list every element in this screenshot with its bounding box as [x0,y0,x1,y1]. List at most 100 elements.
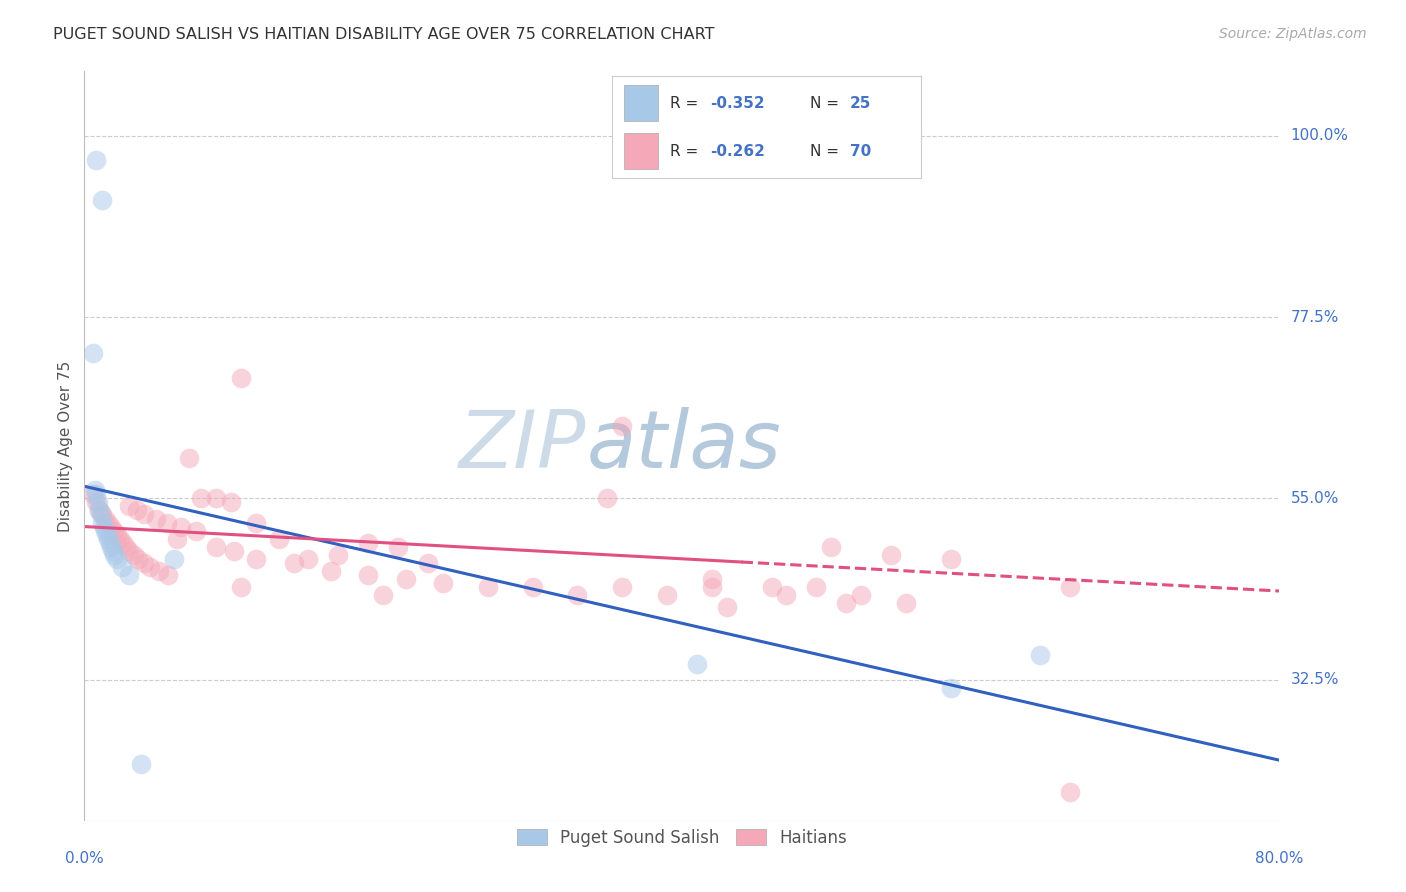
Point [761,580,783,594]
Point [373,588,395,602]
Point [283,556,305,570]
Text: PUGET SOUND SALISH VS HAITIAN DISABILITY AGE OVER 75 CORRELATION CHART: PUGET SOUND SALISH VS HAITIAN DISABILITY… [53,27,714,42]
Point [205,491,228,506]
Text: 100.0%: 100.0% [1291,128,1348,144]
Point [166,532,188,546]
Bar [624,133,658,169]
Point [82,487,104,501]
Point [118,543,141,558]
Point [716,600,738,615]
Point [91,194,114,208]
Text: N =: N = [810,144,844,159]
Text: Source: ZipAtlas.com: Source: ZipAtlas.com [1219,27,1367,41]
Point [686,657,709,671]
Point [118,568,141,582]
Point [86,487,108,501]
Point [157,568,180,582]
Point [90,508,112,522]
Point [328,548,350,562]
Point [145,511,167,525]
Text: R =: R = [671,144,703,159]
Point [82,346,104,360]
Point [111,559,134,574]
Point [190,491,212,506]
Point [319,564,342,578]
Point [112,535,135,549]
Point [297,551,319,566]
Point [98,535,121,549]
Point [567,588,589,602]
Point [416,556,439,570]
Point [245,516,267,530]
Point [127,551,149,566]
Point [655,588,678,602]
Point [357,535,380,549]
Point [103,524,125,538]
Point [87,495,110,509]
Point [267,532,290,546]
Point [835,596,858,610]
Point [231,580,253,594]
Text: 55.0%: 55.0% [1291,491,1339,506]
Text: N =: N = [810,95,844,111]
Point [163,551,186,566]
Point [132,508,156,522]
Point [132,556,156,570]
Point [105,551,128,566]
Point [122,548,145,562]
Text: R =: R = [671,95,703,111]
Point [596,491,619,506]
Point [86,495,108,509]
Point [100,540,122,554]
Point [148,564,170,578]
Point [125,503,148,517]
Point [477,580,499,594]
Point [94,511,117,525]
Point [612,418,634,433]
Point [177,451,200,466]
Point [219,495,242,509]
Point [894,596,917,610]
Text: 0.0%: 0.0% [65,851,104,866]
Point [115,540,138,554]
Point [139,559,162,574]
Text: -0.262: -0.262 [710,144,765,159]
Text: -0.352: -0.352 [710,95,765,111]
Text: atlas: atlas [586,407,782,485]
Point [820,540,842,554]
Point [94,524,117,538]
Point [1029,648,1052,663]
Text: 70: 70 [849,144,872,159]
Point [100,519,122,533]
Bar [624,85,658,121]
Legend: Puget Sound Salish, Haitians: Puget Sound Salish, Haitians [510,822,853,854]
Point [186,524,208,538]
Point [118,500,141,514]
Text: 80.0%: 80.0% [1256,851,1303,866]
Point [612,580,634,594]
Point [939,551,962,566]
Point [91,516,114,530]
Point [700,580,723,594]
Text: 25: 25 [849,95,872,111]
Point [105,527,128,541]
Point [231,370,253,384]
Point [245,551,267,566]
Point [522,580,544,594]
Point [97,516,120,530]
Point [97,532,120,546]
Point [83,483,105,498]
Point [387,540,409,554]
Point [103,548,125,562]
Text: ZIP: ZIP [458,407,586,485]
Point [170,519,193,533]
Point [432,576,454,591]
Point [775,588,797,602]
Point [222,543,245,558]
Point [89,503,111,517]
Point [205,540,228,554]
Point [394,572,416,586]
Point [880,548,903,562]
Point [101,543,124,558]
Point [110,532,132,546]
